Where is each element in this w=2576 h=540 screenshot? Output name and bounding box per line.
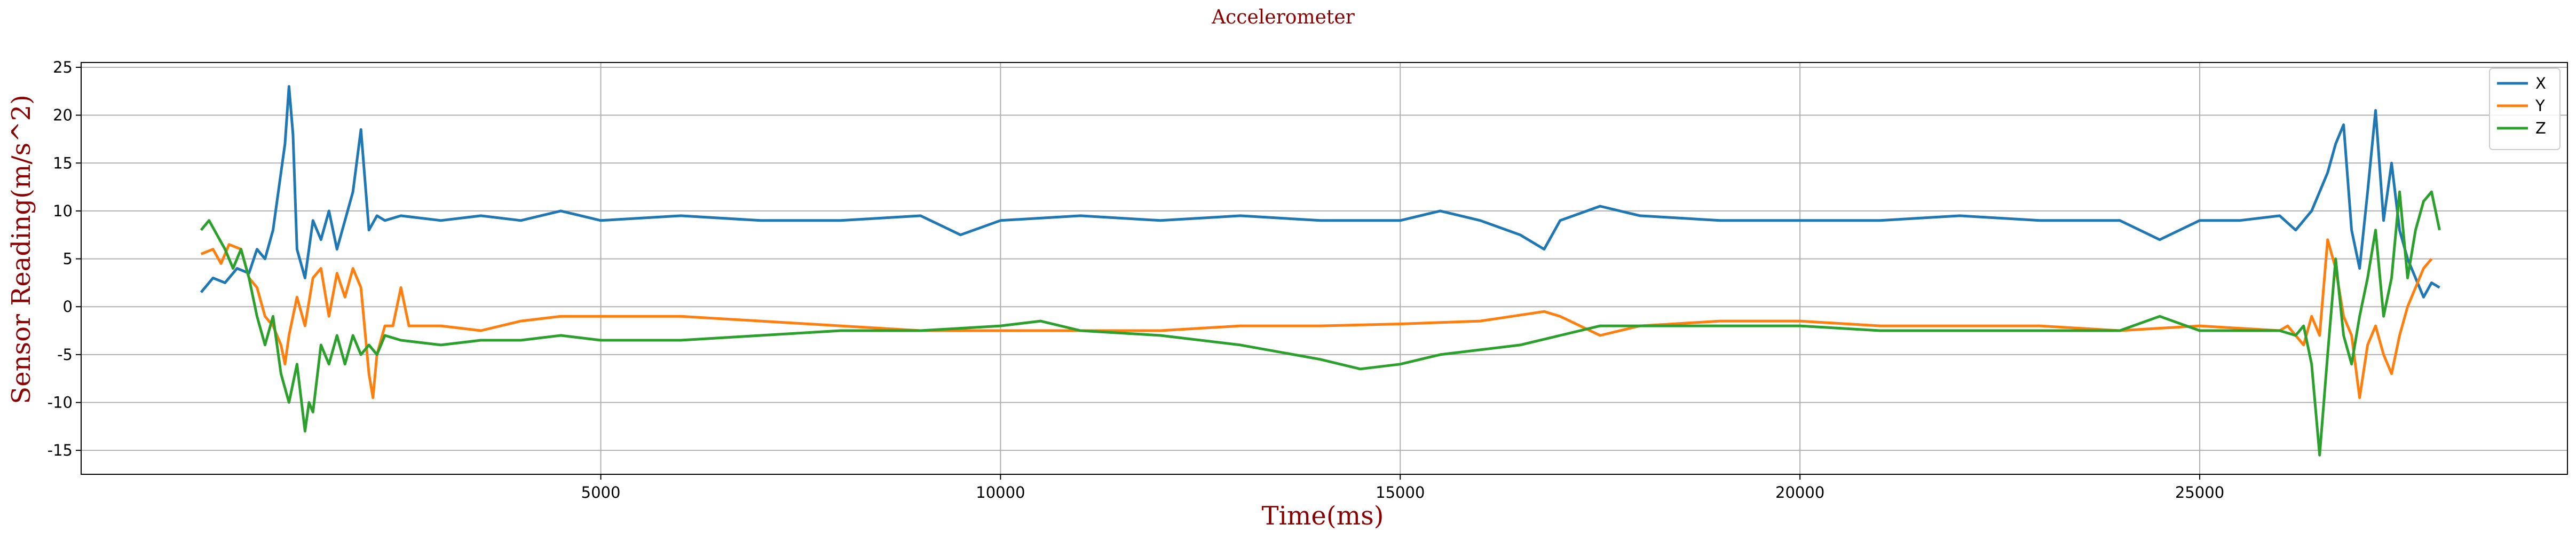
x-tick-label: 25000 <box>2175 483 2224 502</box>
y-tick-label: 0 <box>63 298 73 316</box>
legend: XYZ <box>2489 68 2561 150</box>
chart-title: Accelerometer <box>1211 6 1355 28</box>
plot-frame <box>81 62 2568 475</box>
y-axis-label: Sensor Reading(m/s^2) <box>6 95 36 404</box>
x-tick-label: 10000 <box>976 483 1025 502</box>
y-tick-label: 10 <box>53 202 73 220</box>
x-axis-ticks: 5000 10000 15000 20000 25000 <box>581 474 2224 502</box>
y-axis-ticks: -15 -10 -5 0 5 10 15 20 25 <box>48 58 81 459</box>
legend-label-x: X <box>2535 74 2546 92</box>
x-tick-label: 15000 <box>1376 483 1425 502</box>
series-line-y <box>200 238 2433 400</box>
y-tick-label: 5 <box>63 250 73 268</box>
y-tick-label: 25 <box>53 58 73 76</box>
series-lines <box>200 85 2441 457</box>
y-tick-label: 15 <box>53 154 73 172</box>
legend-box <box>2489 68 2561 150</box>
y-tick-label: -10 <box>48 394 73 412</box>
x-tick-label: 20000 <box>1775 483 1824 502</box>
legend-label-y: Y <box>2535 97 2545 115</box>
legend-label-z: Z <box>2535 119 2546 137</box>
y-tick-label: -15 <box>48 441 73 459</box>
grid-lines <box>81 62 2567 474</box>
series-line-z <box>200 190 2441 457</box>
x-axis-label: Time(ms) <box>1262 501 1384 531</box>
series-line-x <box>200 85 2440 299</box>
y-tick-label: 20 <box>53 106 73 124</box>
x-tick-label: 5000 <box>581 483 621 502</box>
y-tick-label: -5 <box>57 346 73 364</box>
